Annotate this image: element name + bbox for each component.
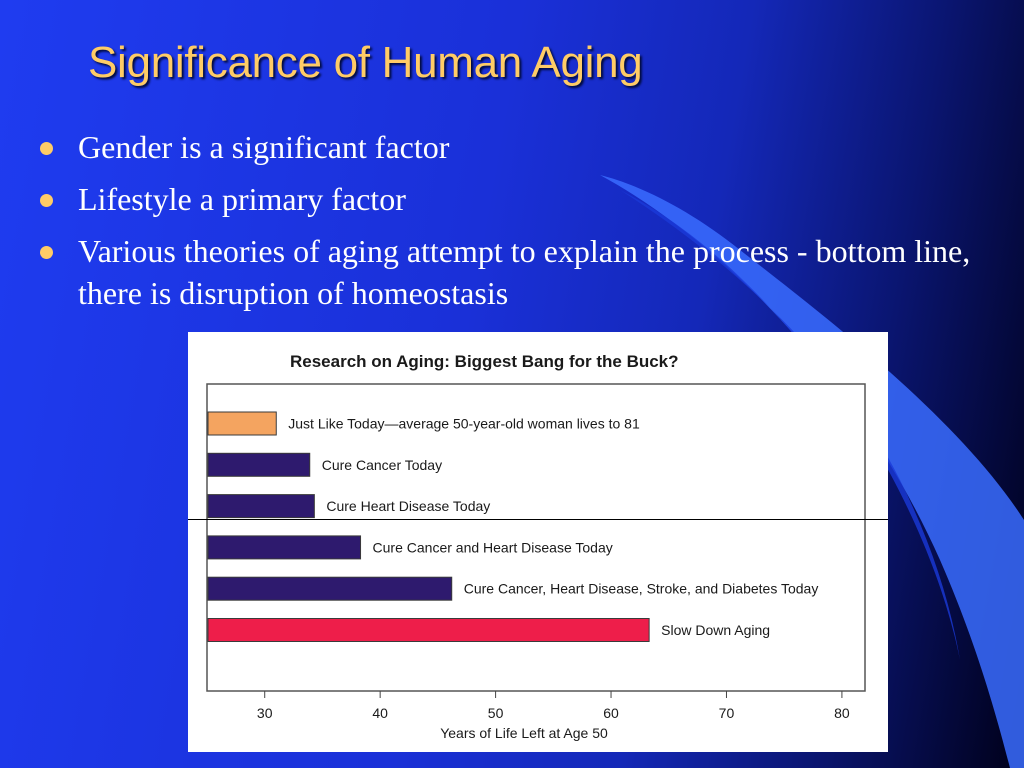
x-tick-label-0: 30 — [257, 705, 273, 721]
bar-3 — [207, 535, 362, 560]
x-axis-label: Years of Life Left at Age 50 — [440, 725, 608, 741]
bar-5 — [207, 618, 650, 642]
chart-image: Research on Aging: Biggest Bang for the … — [188, 332, 888, 752]
bullet-text: Lifestyle a primary factor — [78, 181, 406, 217]
x-axis: 30 40 50 60 70 80 — [257, 691, 850, 721]
aging-bar-chart: Research on Aging: Biggest Bang for the … — [206, 352, 866, 741]
bullet-dot-icon — [40, 142, 53, 155]
bar-label-2: Cure Heart Disease Today — [326, 498, 490, 514]
x-tick-label-5: 80 — [834, 705, 850, 721]
bar-1 — [207, 452, 311, 477]
bar-4 — [207, 576, 453, 601]
bullet-text: Various theories of aging attempt to exp… — [78, 233, 971, 311]
slide-title: Significance of Human Aging — [88, 38, 643, 87]
bullet-item: Lifestyle a primary factor — [40, 178, 1000, 220]
plot-frame — [206, 383, 866, 692]
bar-0 — [207, 411, 277, 436]
bullet-dot-icon — [40, 194, 53, 207]
bar-label-1: Cure Cancer Today — [322, 457, 442, 473]
bullet-text: Gender is a significant factor — [78, 129, 450, 165]
bar-2 — [207, 494, 315, 519]
bar-label-0: Just Like Today—average 50-year-old woma… — [288, 416, 640, 432]
bar-label-4: Cure Cancer, Heart Disease, Stroke, and … — [464, 581, 819, 597]
chart-title: Research on Aging: Biggest Bang for the … — [290, 352, 679, 371]
x-tick-label-2: 50 — [488, 705, 504, 721]
divider-line — [188, 519, 888, 520]
bullet-dot-icon — [40, 246, 53, 259]
bar-label-5: Slow Down Aging — [661, 622, 770, 638]
x-tick-label-1: 40 — [372, 705, 388, 721]
bar-label-3: Cure Cancer and Heart Disease Today — [373, 539, 613, 555]
bullet-list: Gender is a significant factor Lifestyle… — [40, 126, 1000, 324]
bullet-item: Various theories of aging attempt to exp… — [40, 230, 1000, 314]
x-tick-label-4: 70 — [719, 705, 735, 721]
x-tick-label-3: 60 — [603, 705, 619, 721]
bullet-item: Gender is a significant factor — [40, 126, 1000, 168]
bar-group: Just Like Today—average 50-year-old woma… — [207, 411, 819, 642]
